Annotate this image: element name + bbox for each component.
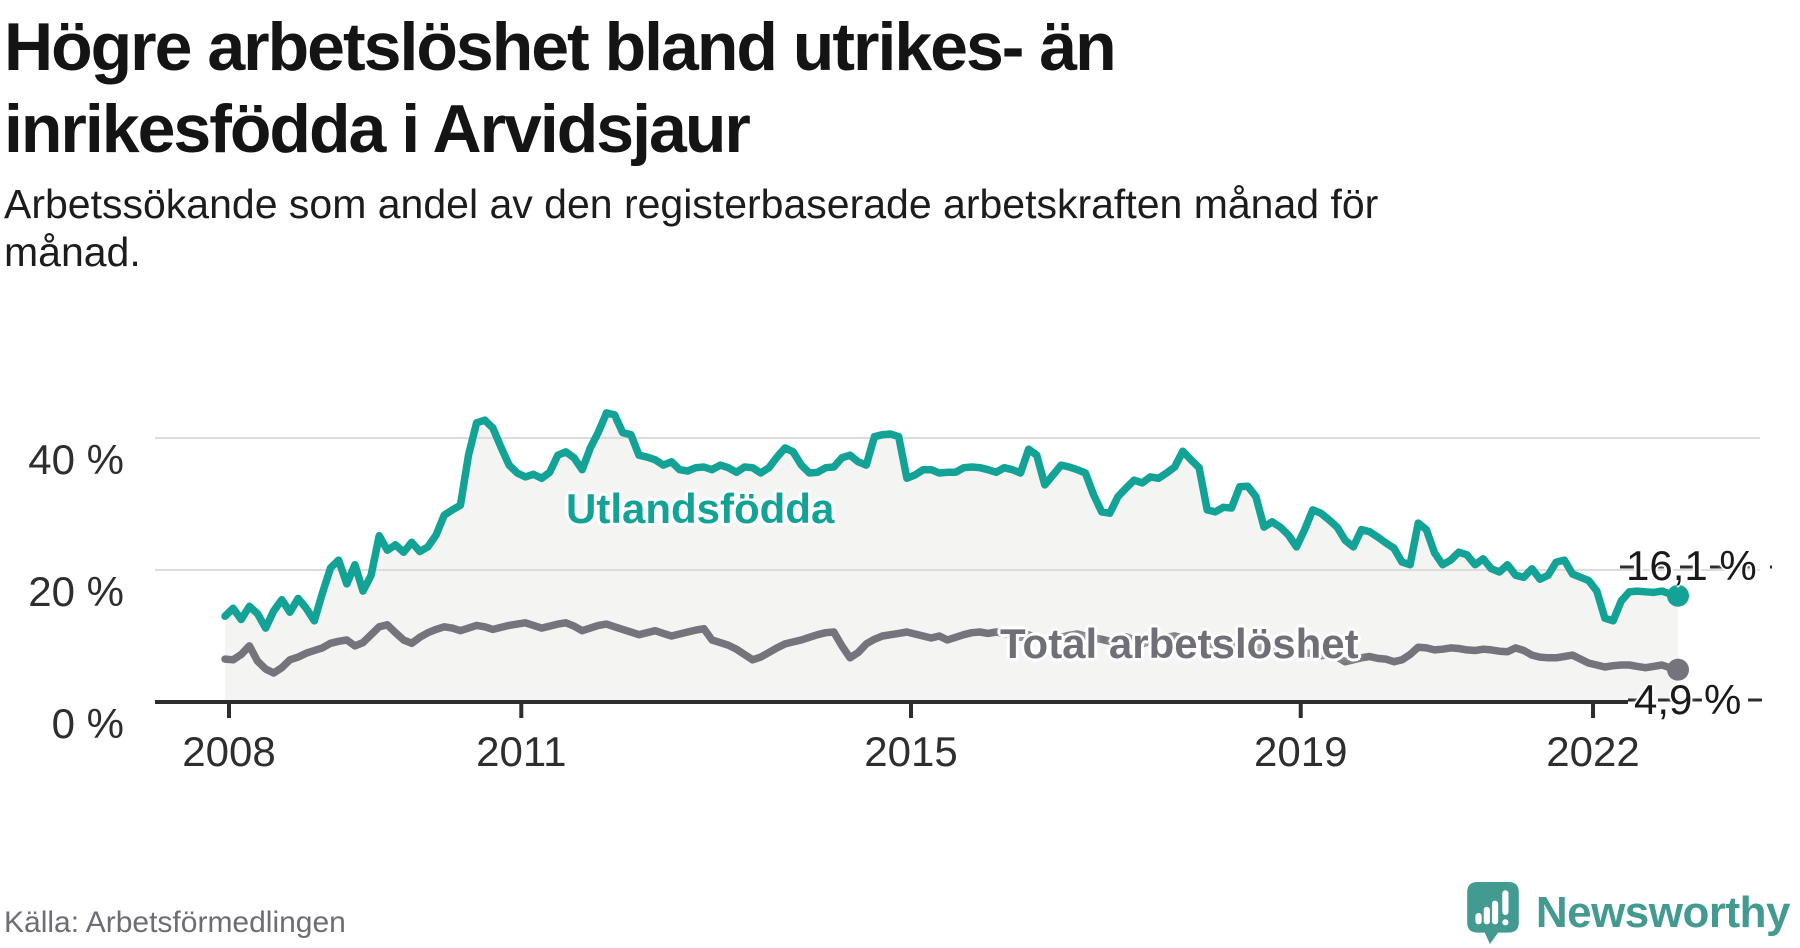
source-note: Källa: Arbetsförmedlingen [4, 906, 346, 939]
page-title-line1: Högre arbetslöshet bland utrikes- än [4, 9, 1117, 85]
area-fill-utlandsfodda [225, 412, 1678, 702]
x-axis-label-2022: 2022 [1546, 728, 1640, 775]
page-title-line2: inrikesfödda i Arvidsjaur [4, 91, 751, 167]
chart-subtitle: Arbetssökande som andel av den registerb… [4, 180, 1564, 276]
end-value-label-utlandsfodda: 16,1 % [1626, 542, 1757, 589]
x-axis-label-2008: 2008 [182, 728, 276, 775]
chart-subtitle-line2: månad. [4, 229, 141, 275]
x-axis-label-2015: 2015 [864, 728, 958, 775]
end-dot-utlandsfodda [1667, 584, 1689, 607]
y-axis-label-40: 40 % [28, 436, 124, 483]
newsworthy-brand: Newsworthy [1466, 878, 1791, 948]
end-value-label-total: 4,9 % [1634, 676, 1742, 723]
line-total [221, 619, 1682, 677]
line-utlandsfodda [221, 409, 1682, 632]
series-label-utlandsfodda: Utlandsfödda [566, 485, 835, 532]
chart-subtitle-line1: Arbetssökande som andel av den registerb… [4, 181, 1379, 227]
end-dot-total [1667, 658, 1689, 681]
newsworthy-logo-icon [1467, 882, 1519, 944]
newsworthy-brand-name: Newsworthy [1535, 888, 1791, 937]
series-label-total-arbetsloshet: Total arbetslöshet [1000, 620, 1359, 667]
y-axis-label-20: 20 % [28, 568, 124, 615]
page-title: Högre arbetslöshet bland utrikes- än inr… [4, 6, 1704, 170]
x-axis-label-2019: 2019 [1254, 728, 1348, 775]
y-axis-label-0: 0 % [51, 700, 124, 747]
x-axis-label-2011: 2011 [476, 728, 567, 775]
